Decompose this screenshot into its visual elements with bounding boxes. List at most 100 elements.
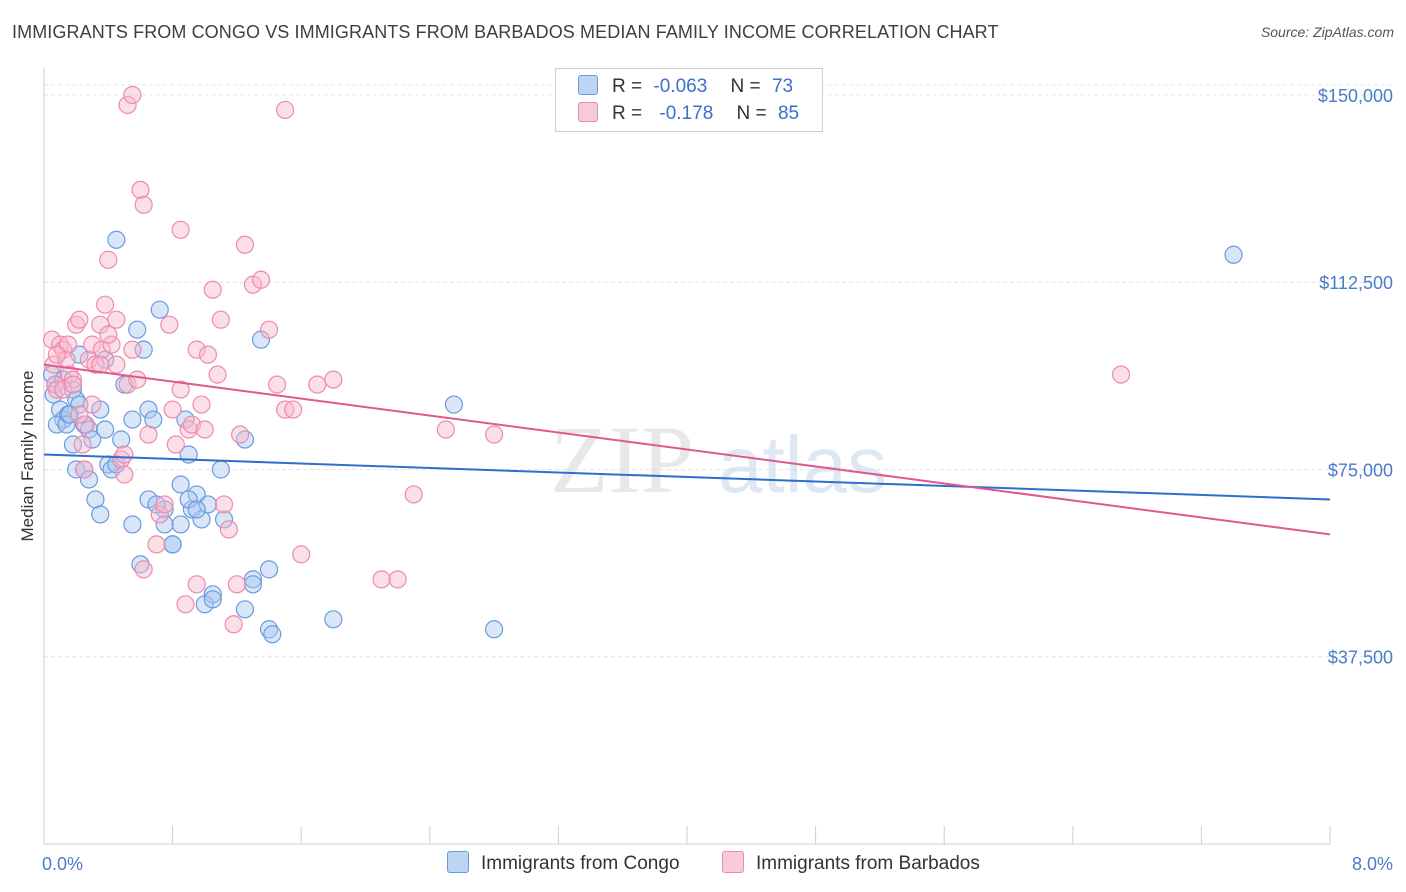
barbados-point [147, 535, 166, 554]
barbados-point [284, 400, 303, 419]
congo-point [171, 515, 190, 534]
barbados-point [107, 310, 126, 329]
barbados-swatch [578, 102, 598, 122]
barbados-point [179, 420, 198, 439]
barbados-points [42, 85, 1131, 634]
congo-swatch [578, 75, 598, 95]
barbados-point [214, 495, 234, 514]
x-tick-label-min: 0.0% [42, 854, 83, 874]
congo-point [324, 610, 343, 629]
barbados-point [208, 365, 227, 384]
barbados-point [67, 315, 86, 334]
congo-point [95, 350, 115, 369]
barbados-point [219, 520, 238, 539]
congo-point [187, 500, 206, 519]
barbados-point [99, 325, 118, 344]
barbados-point [324, 370, 343, 389]
chart-title: IMMIGRANTS FROM CONGO VS IMMIGRANTS FROM… [12, 22, 999, 42]
legend-n-barbados: 85 [777, 103, 800, 124]
barbados-point [91, 355, 110, 374]
congo-point [163, 535, 182, 554]
barbados-point [224, 615, 243, 634]
congo-point [235, 600, 255, 619]
barbados-point [227, 575, 246, 594]
barbados-point [203, 280, 222, 299]
barbados-point [160, 315, 179, 334]
barbados-point [107, 355, 126, 374]
barbados-point [123, 85, 142, 105]
congo-point [203, 590, 222, 609]
barbados-point [231, 425, 250, 444]
congo-point [60, 405, 79, 424]
congo-point [63, 435, 83, 454]
barbados-point [372, 570, 391, 589]
legend-row-congo: R = -0.063 N = 73 [578, 75, 793, 99]
congo-point [444, 395, 464, 414]
congo-point [235, 430, 255, 449]
x-ticks [43, 826, 1331, 844]
y-axis-label: Median Family Income [18, 370, 37, 541]
barbados-point [118, 95, 137, 115]
congo-point [155, 515, 174, 534]
barbados-point [267, 375, 287, 394]
congo-point [214, 510, 234, 529]
congo-point [144, 410, 163, 429]
bottom-congo-swatch [447, 851, 469, 873]
barbados-point [92, 340, 111, 359]
congo-point [123, 410, 142, 429]
congo-points [42, 230, 1243, 644]
congo-point [128, 320, 147, 339]
barbados-point [187, 340, 206, 359]
y-tick-labels: $37,500 $75,000 $112,500 $150,000 [1318, 86, 1393, 668]
congo-point [79, 470, 99, 489]
barbados-point [436, 420, 455, 439]
barbados-point [134, 560, 153, 579]
congo-point [150, 300, 169, 319]
y-tick-label: $112,500 [1319, 273, 1393, 293]
legend: R = -0.063 N = 73 R = -0.178 N = 85 [555, 68, 823, 132]
barbados-point [187, 575, 206, 594]
congo-point [70, 395, 89, 414]
barbados-point [99, 250, 118, 269]
barbados-point [176, 595, 195, 614]
barbados-point [292, 545, 311, 564]
legend-n-congo: 73 [771, 76, 794, 97]
barbados-point [73, 435, 92, 454]
legend-row-barbados: R = -0.178 N = 85 [578, 102, 799, 126]
barbados-point [115, 445, 134, 464]
x-tick-label-max: 8.0% [1352, 854, 1393, 874]
barbados-point [308, 375, 327, 394]
congo-point [259, 620, 279, 639]
congo-point [1224, 245, 1243, 264]
barbados-point [70, 405, 89, 424]
source-label: Source: ZipAtlas.com [1260, 24, 1394, 40]
congo-point [91, 505, 110, 524]
congo-point [139, 400, 158, 419]
congo-point [259, 560, 279, 579]
barbados-point [70, 310, 89, 329]
congo-point [57, 415, 76, 434]
barbados-point [166, 435, 185, 454]
barbados-point [63, 375, 83, 394]
barbados-point [60, 365, 79, 384]
barbados-point [171, 220, 190, 239]
congo-point [123, 515, 142, 534]
barbados-point [388, 570, 407, 589]
legend-r-label-congo: R = [612, 76, 643, 97]
barbados-point [83, 395, 102, 414]
barbados-point [139, 425, 158, 444]
congo-point [192, 510, 211, 529]
bottom-legend-congo: Immigrants from Congo [447, 851, 680, 875]
legend-r-congo: -0.063 [653, 76, 708, 97]
barbados-point [485, 425, 504, 444]
barbados-trend-line [43, 363, 1331, 536]
congo-point [107, 230, 126, 249]
congo-trend-line [43, 453, 1331, 501]
legend-r-barbados: -0.178 [659, 103, 714, 124]
congo-point [171, 475, 190, 494]
barbados-point [86, 355, 105, 374]
congo-point [211, 460, 230, 479]
barbados-point [155, 495, 174, 514]
barbados-point [134, 195, 153, 214]
